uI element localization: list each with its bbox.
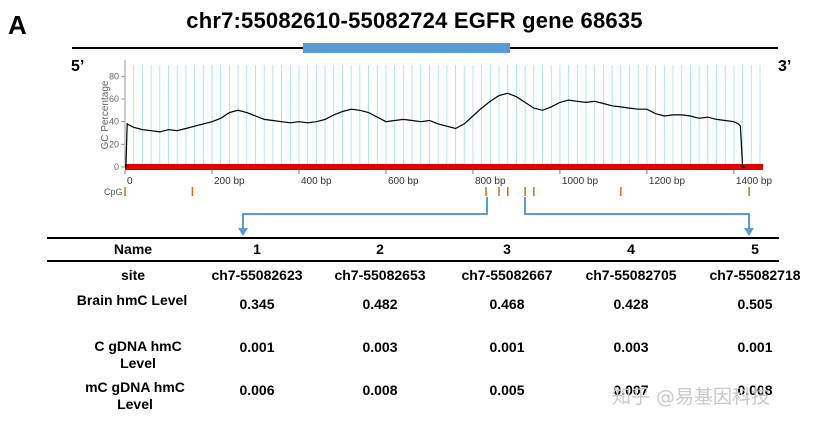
table-site-label: site [120, 267, 146, 283]
table-header-name: Name [113, 241, 153, 257]
x-tick-label: 800 bp [475, 176, 506, 187]
row-label: Brain hmC Level [76, 292, 188, 308]
table-header-rule [47, 260, 779, 262]
gc-percentage-chart: 0 20 40 60 80 GC Percentage 0 200 bp 400 bp 600… [100, 60, 773, 236]
strand-5prime-label: 5’ [71, 58, 85, 75]
cpg-sites [124, 187, 750, 196]
row-label: mC gDNA hmC Level [85, 379, 185, 412]
site-cell: ch7-55082718 [709, 267, 801, 283]
data-cell: 0.008 [362, 382, 398, 398]
strand-3prime-label: 3’ [778, 58, 792, 75]
region-highlight-bar [303, 43, 510, 53]
x-tick-label: 600 bp [388, 176, 419, 187]
panel-letter: A [8, 10, 27, 40]
x-tick-labels: 0 200 bp 400 bp 600 bp 800 bp 1000 bp 1200 bp 1… [124, 170, 773, 187]
watermark: 知乎 @易基因科技 [612, 386, 771, 408]
data-cell: 0.003 [362, 339, 398, 355]
data-cell: 0.008 [737, 382, 773, 398]
x-tick-label: 1400 bp [736, 176, 773, 187]
data-cell: 0.001 [239, 339, 275, 355]
chart-axes [121, 60, 126, 168]
data-cell: 0.001 [737, 339, 773, 355]
table-column-header: 5 [751, 241, 759, 257]
x-tick-label: 1200 bp [649, 176, 686, 187]
data-cell: 0.505 [737, 296, 773, 312]
y-tick-label: 20 [109, 139, 119, 149]
site-cell: ch7-55082653 [334, 267, 426, 283]
row-label: C gDNA hmC Level [94, 338, 182, 371]
table-column-header: 3 [503, 241, 511, 257]
data-cell: 0.006 [239, 382, 275, 398]
data-cell: 0.345 [239, 296, 275, 312]
y-tick-label: 40 [109, 117, 119, 127]
cpg-label: CpG [104, 187, 123, 197]
table-column-header: 2 [376, 241, 384, 257]
table-column-header: 4 [627, 241, 635, 257]
site-cell: ch7-55082667 [461, 267, 553, 283]
y-tick-label: 80 [109, 71, 119, 81]
data-cell: 0.001 [489, 339, 525, 355]
chart-grid [124, 65, 761, 167]
arrowhead-1 [238, 228, 248, 236]
data-cell: 0.005 [489, 382, 525, 398]
site-cell: ch7-55082623 [211, 267, 303, 283]
x-tick-label: 0 [127, 176, 133, 187]
data-cell: 0.428 [613, 296, 649, 312]
data-cell: 0.003 [613, 339, 649, 355]
arrow-to-column-1 [242, 197, 488, 230]
arrow-to-column-5 [524, 197, 750, 230]
arrowhead-5 [744, 228, 754, 236]
x-tick-label: 400 bp [301, 176, 332, 187]
y-tick-label: 60 [109, 94, 119, 104]
x-tick-label: 1000 bp [562, 176, 599, 187]
data-cell: 0.007 [613, 382, 649, 398]
data-cell: 0.482 [362, 296, 398, 312]
figure-title: chr7:55082610-55082724 EGFR gene 68635 [186, 8, 643, 33]
gc-series-line [125, 92, 745, 168]
data-cell: 0.468 [489, 296, 525, 312]
y-axis-label: GC Percentage [100, 80, 111, 149]
y-tick-label: 0 [114, 162, 119, 172]
table-column-header: 1 [253, 241, 261, 257]
x-tick-label: 200 bp [214, 176, 245, 187]
site-cell: ch7-55082705 [585, 267, 677, 283]
y-tick-labels: 0 20 40 60 80 [109, 71, 119, 172]
table-top-rule [47, 237, 779, 239]
